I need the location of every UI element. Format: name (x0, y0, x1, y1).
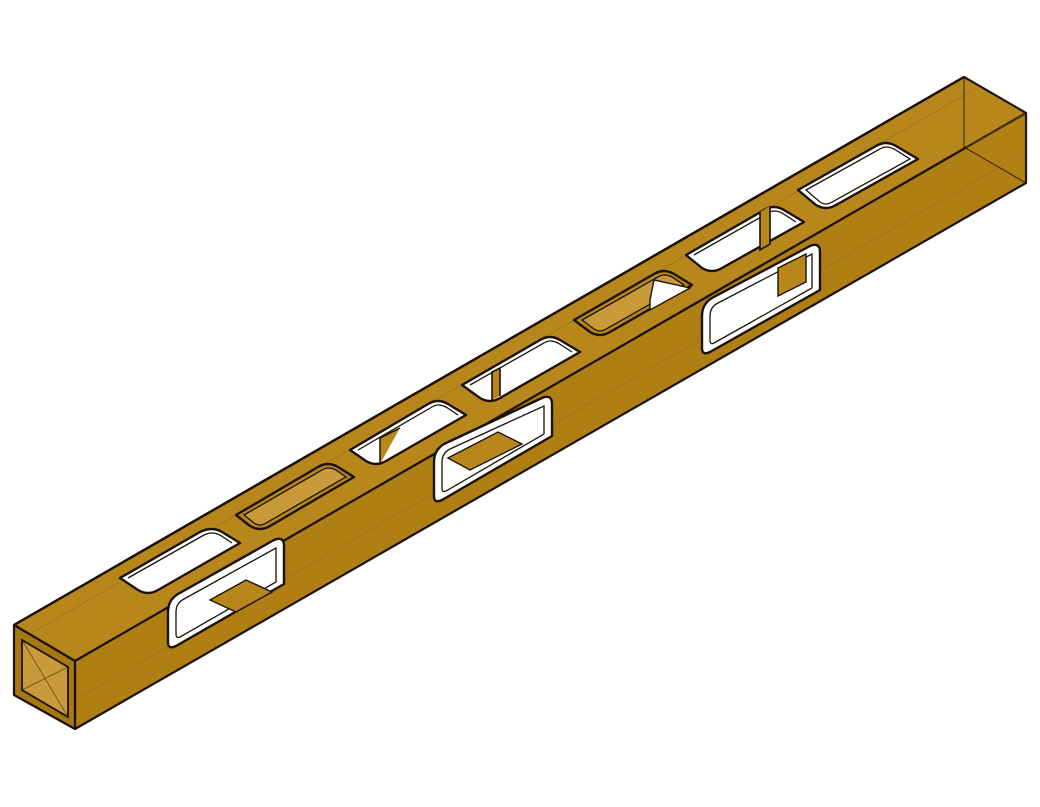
top-cutout (796, 141, 920, 210)
top-cutouts (118, 141, 920, 595)
tube-back-edge (13, 75, 965, 627)
side-cutout (166, 537, 286, 649)
tube-far-end-face (963, 75, 1027, 185)
side-cutout (432, 395, 554, 503)
top-cutout (348, 399, 468, 466)
tube-end-inner-diag-2 (21, 666, 69, 691)
side-cutout (700, 243, 822, 355)
top-cutout (684, 205, 806, 273)
top-cutout (460, 335, 582, 403)
top-cutout (118, 527, 242, 595)
top-cutout (572, 269, 694, 337)
side-cutouts (166, 243, 822, 649)
top-cutout (234, 462, 356, 531)
